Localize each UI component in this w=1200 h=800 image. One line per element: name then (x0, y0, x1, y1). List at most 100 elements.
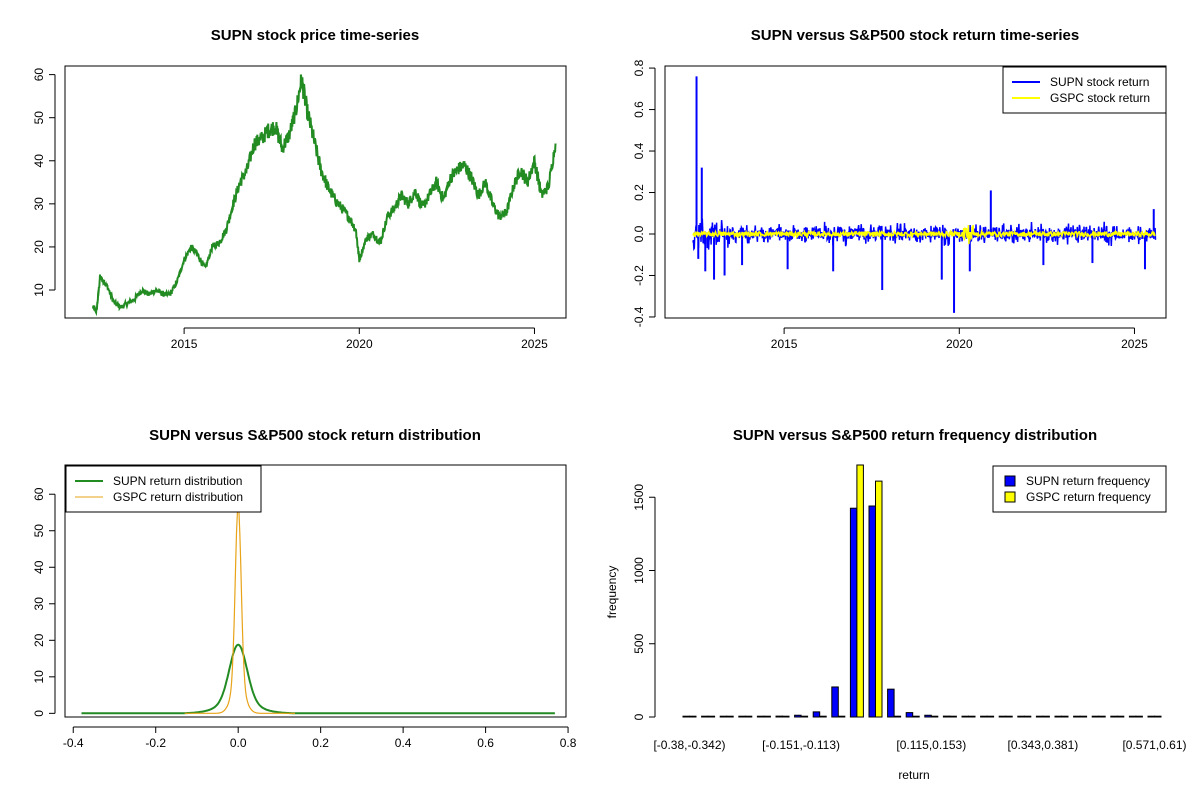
y-tick-label: 10 (32, 670, 46, 684)
y-tick-label: 0.2 (632, 184, 646, 201)
x-tick-label: 0.8 (560, 736, 577, 750)
y-tick-label: 50 (32, 111, 46, 125)
bar-supn-frequency (812, 711, 821, 718)
x-tick-label: 0.6 (477, 736, 494, 750)
bar-supn-frequency (831, 686, 839, 718)
bar-supn-frequency (1091, 715, 1100, 718)
x-tick-label: [-0.151,-0.113) (762, 738, 840, 752)
x-tick-label: [0.115,0.153) (896, 738, 966, 752)
bar-gspc-frequency (1023, 715, 1032, 718)
y-tick-label: 10 (32, 283, 46, 297)
x-tick-label: 2020 (346, 337, 373, 351)
legend-returns: SUPN stock return GSPC stock return (1002, 66, 1167, 114)
bar-gspc-frequency (819, 715, 827, 718)
legend-label-gspc-return: GSPC stock return (1050, 91, 1150, 105)
panel-price-timeseries: SUPN stock price time-series 2015 2020 202… (32, 27, 567, 351)
legend-label-supn-freq: SUPN return frequency (1026, 474, 1150, 488)
y-tick-label: 0.8 (632, 59, 646, 76)
bar-gspc-frequency (930, 715, 939, 718)
x-tick-label: [0.343,0.381) (1008, 738, 1079, 752)
bar-gspc-frequency (744, 715, 753, 718)
bar-supn-frequency (942, 715, 951, 718)
bar-supn-frequency (1054, 715, 1062, 718)
chart-title-frequency: SUPN versus S&P500 return frequency dist… (733, 427, 1097, 444)
panel-return-timeseries: SUPN versus S&P500 stock return time-ser… (632, 27, 1167, 351)
bar-supn-frequency (924, 714, 932, 718)
bar-supn-frequency (1017, 715, 1025, 718)
density-line-gspc (184, 505, 296, 714)
chart-title-price: SUPN stock price time-series (211, 27, 419, 44)
bar-supn-frequency (1128, 715, 1137, 718)
x-tick-label: [0.571,0.61) (1122, 738, 1186, 752)
bar-gspc-frequency (763, 715, 771, 718)
bar-gspc-frequency (1079, 715, 1088, 718)
bar-gspc-frequency (837, 715, 846, 718)
y-tick-label: -0.4 (632, 306, 646, 327)
bar-supn-frequency (775, 715, 783, 718)
chart-title-distribution: SUPN versus S&P500 stock return distribu… (149, 427, 481, 444)
bar-supn-frequency (887, 688, 895, 718)
x-axis-label-return: return (898, 768, 929, 782)
legend-swatch-gspc-freq (1004, 491, 1016, 503)
bar-gspc-frequency (875, 480, 883, 718)
bar-gspc-frequency (1116, 715, 1125, 718)
bar-gspc-frequency (689, 715, 697, 718)
y-axis-label-frequency: frequency (605, 566, 619, 619)
y-tick-label: 40 (32, 154, 46, 168)
legend-box-frequency (992, 465, 1167, 513)
x-tick-label: -0.4 (63, 736, 84, 750)
bar-gspc-frequency (893, 715, 902, 718)
bar-gspc-frequency (949, 715, 957, 718)
y-tick-label: 60 (32, 487, 46, 501)
legend-frequency: SUPN return frequency GSPC return freque… (992, 465, 1167, 513)
x-tick-label: 0.2 (312, 736, 329, 750)
bar-supn-frequency (961, 715, 969, 718)
legend-swatch-supn-freq (1004, 475, 1016, 487)
legend-label-gspc-freq: GSPC return frequency (1026, 490, 1151, 504)
x-tick-label: 0.4 (395, 736, 412, 750)
y-tick-label: 20 (32, 240, 46, 254)
y-tick-label: 20 (32, 633, 46, 647)
bar-gspc-frequency (968, 715, 976, 718)
series-line-gspc-return (692, 224, 1156, 245)
bar-supn-frequency (682, 715, 690, 718)
bar-supn-frequency (998, 715, 1007, 718)
bar-supn-frequency (1035, 715, 1044, 718)
y-tick-label: 0 (32, 710, 46, 717)
y-tick-label: 0.0 (632, 225, 646, 242)
panel-frequency-histogram: SUPN versus S&P500 return frequency dist… (605, 427, 1187, 782)
legend-box-returns (1002, 66, 1167, 114)
bar-supn-frequency (868, 505, 876, 718)
bar-supn-frequency (756, 715, 765, 718)
legend-label-gspc-dist: GSPC return distribution (113, 490, 243, 504)
y-tick-label: 30 (32, 197, 46, 211)
bar-supn-frequency (849, 507, 858, 718)
panel-return-distribution: SUPN versus S&P500 stock return distribu… (32, 427, 577, 750)
x-tick-label: 2020 (946, 337, 973, 351)
y-tick-label: 0 (632, 713, 646, 720)
bar-supn-frequency (719, 715, 728, 718)
y-tick-label: -0.2 (632, 265, 646, 286)
bar-gspc-frequency (1135, 715, 1143, 718)
density-line-supn (81, 643, 555, 715)
bar-gspc-frequency (986, 715, 995, 718)
y-tick-label: 1500 (632, 484, 646, 511)
plot-frame-distribution (64, 464, 567, 718)
bar-gspc-frequency (1005, 715, 1013, 718)
bar-gspc-frequency (726, 715, 734, 718)
bar-supn-frequency (905, 712, 914, 718)
y-tick-label: 0.6 (632, 101, 646, 118)
bar-gspc-frequency (1042, 715, 1050, 718)
bar-gspc-frequency (856, 464, 864, 718)
bar-supn-frequency (1110, 715, 1118, 718)
bar-gspc-frequency (1098, 715, 1106, 718)
x-tick-label: 2025 (521, 337, 548, 351)
y-tick-label: 500 (632, 633, 646, 653)
bar-gspc-frequency (707, 715, 716, 718)
bar-supn-frequency (1147, 715, 1155, 718)
y-tick-label: 50 (32, 524, 46, 538)
x-tick-label: -0.2 (145, 736, 166, 750)
x-tick-label: 2015 (171, 337, 198, 351)
legend-label-supn-return: SUPN stock return (1050, 75, 1149, 89)
